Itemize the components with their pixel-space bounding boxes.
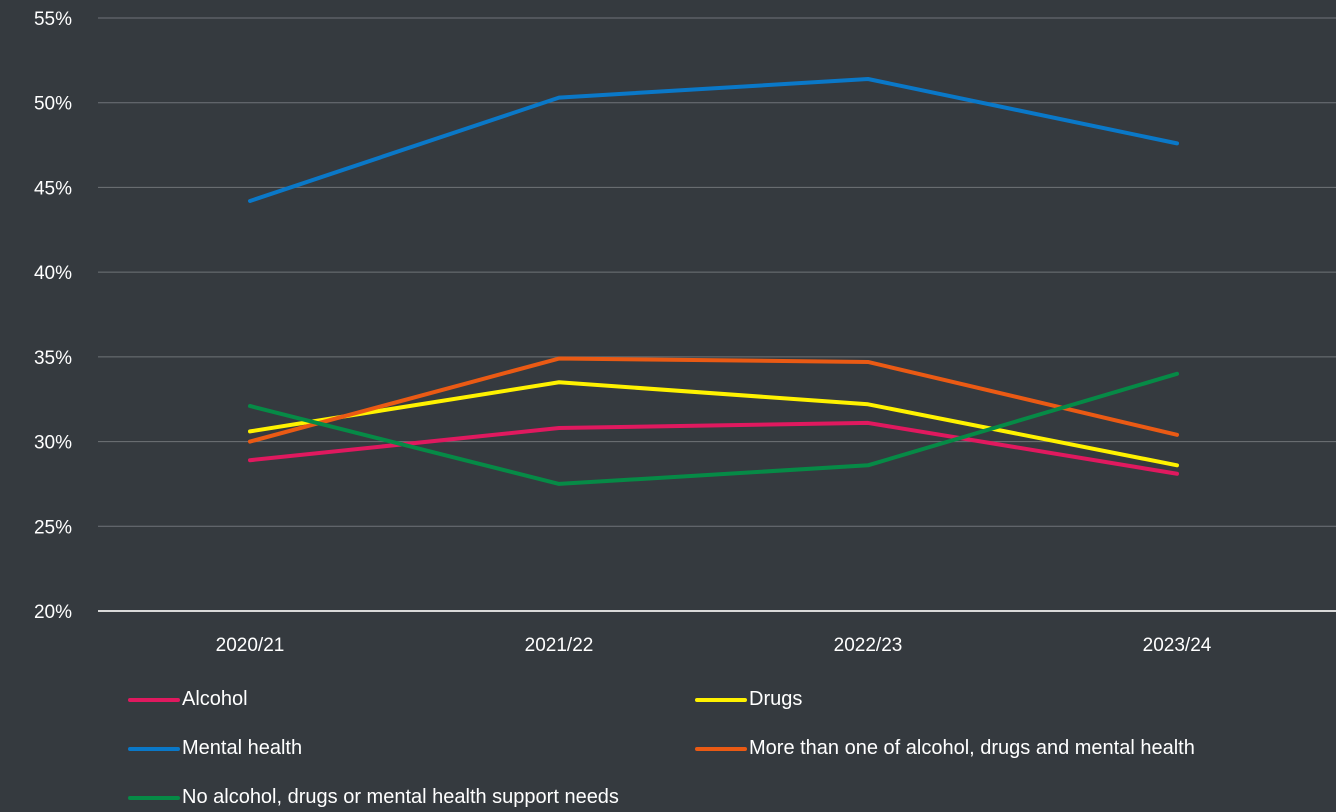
y-tick-label: 40%	[34, 263, 72, 284]
series-line-drugs	[248, 380, 1179, 468]
x-axis-tick-labels: 2020/21 2021/22 2022/23 2023/24	[216, 635, 1212, 656]
y-tick-label: 25%	[34, 517, 72, 538]
x-tick-label: 2023/24	[1143, 635, 1212, 656]
y-tick-label: 45%	[34, 178, 72, 199]
gridlines	[98, 17, 1336, 612]
y-tick-label: 20%	[34, 602, 72, 623]
y-tick-label: 55%	[34, 9, 72, 30]
y-axis-tick-labels: 55% 50% 45% 40% 35% 30% 25% 20%	[34, 9, 72, 623]
y-tick-label: 35%	[34, 348, 72, 369]
x-tick-label: 2021/22	[525, 635, 594, 656]
series-lines	[248, 76, 1179, 486]
series-line-alcohol	[248, 420, 1179, 476]
y-tick-label: 30%	[34, 433, 72, 454]
series-line-mental-health	[248, 76, 1179, 203]
x-tick-label: 2022/23	[834, 635, 903, 656]
series-line-more-than-one-of-alcohol-drugs-and-mental-health	[248, 356, 1179, 444]
series-line-no-alcohol-drugs-or-mental-health-support-needs	[248, 371, 1179, 486]
y-tick-label: 50%	[34, 94, 72, 115]
x-tick-label: 2020/21	[216, 635, 285, 656]
